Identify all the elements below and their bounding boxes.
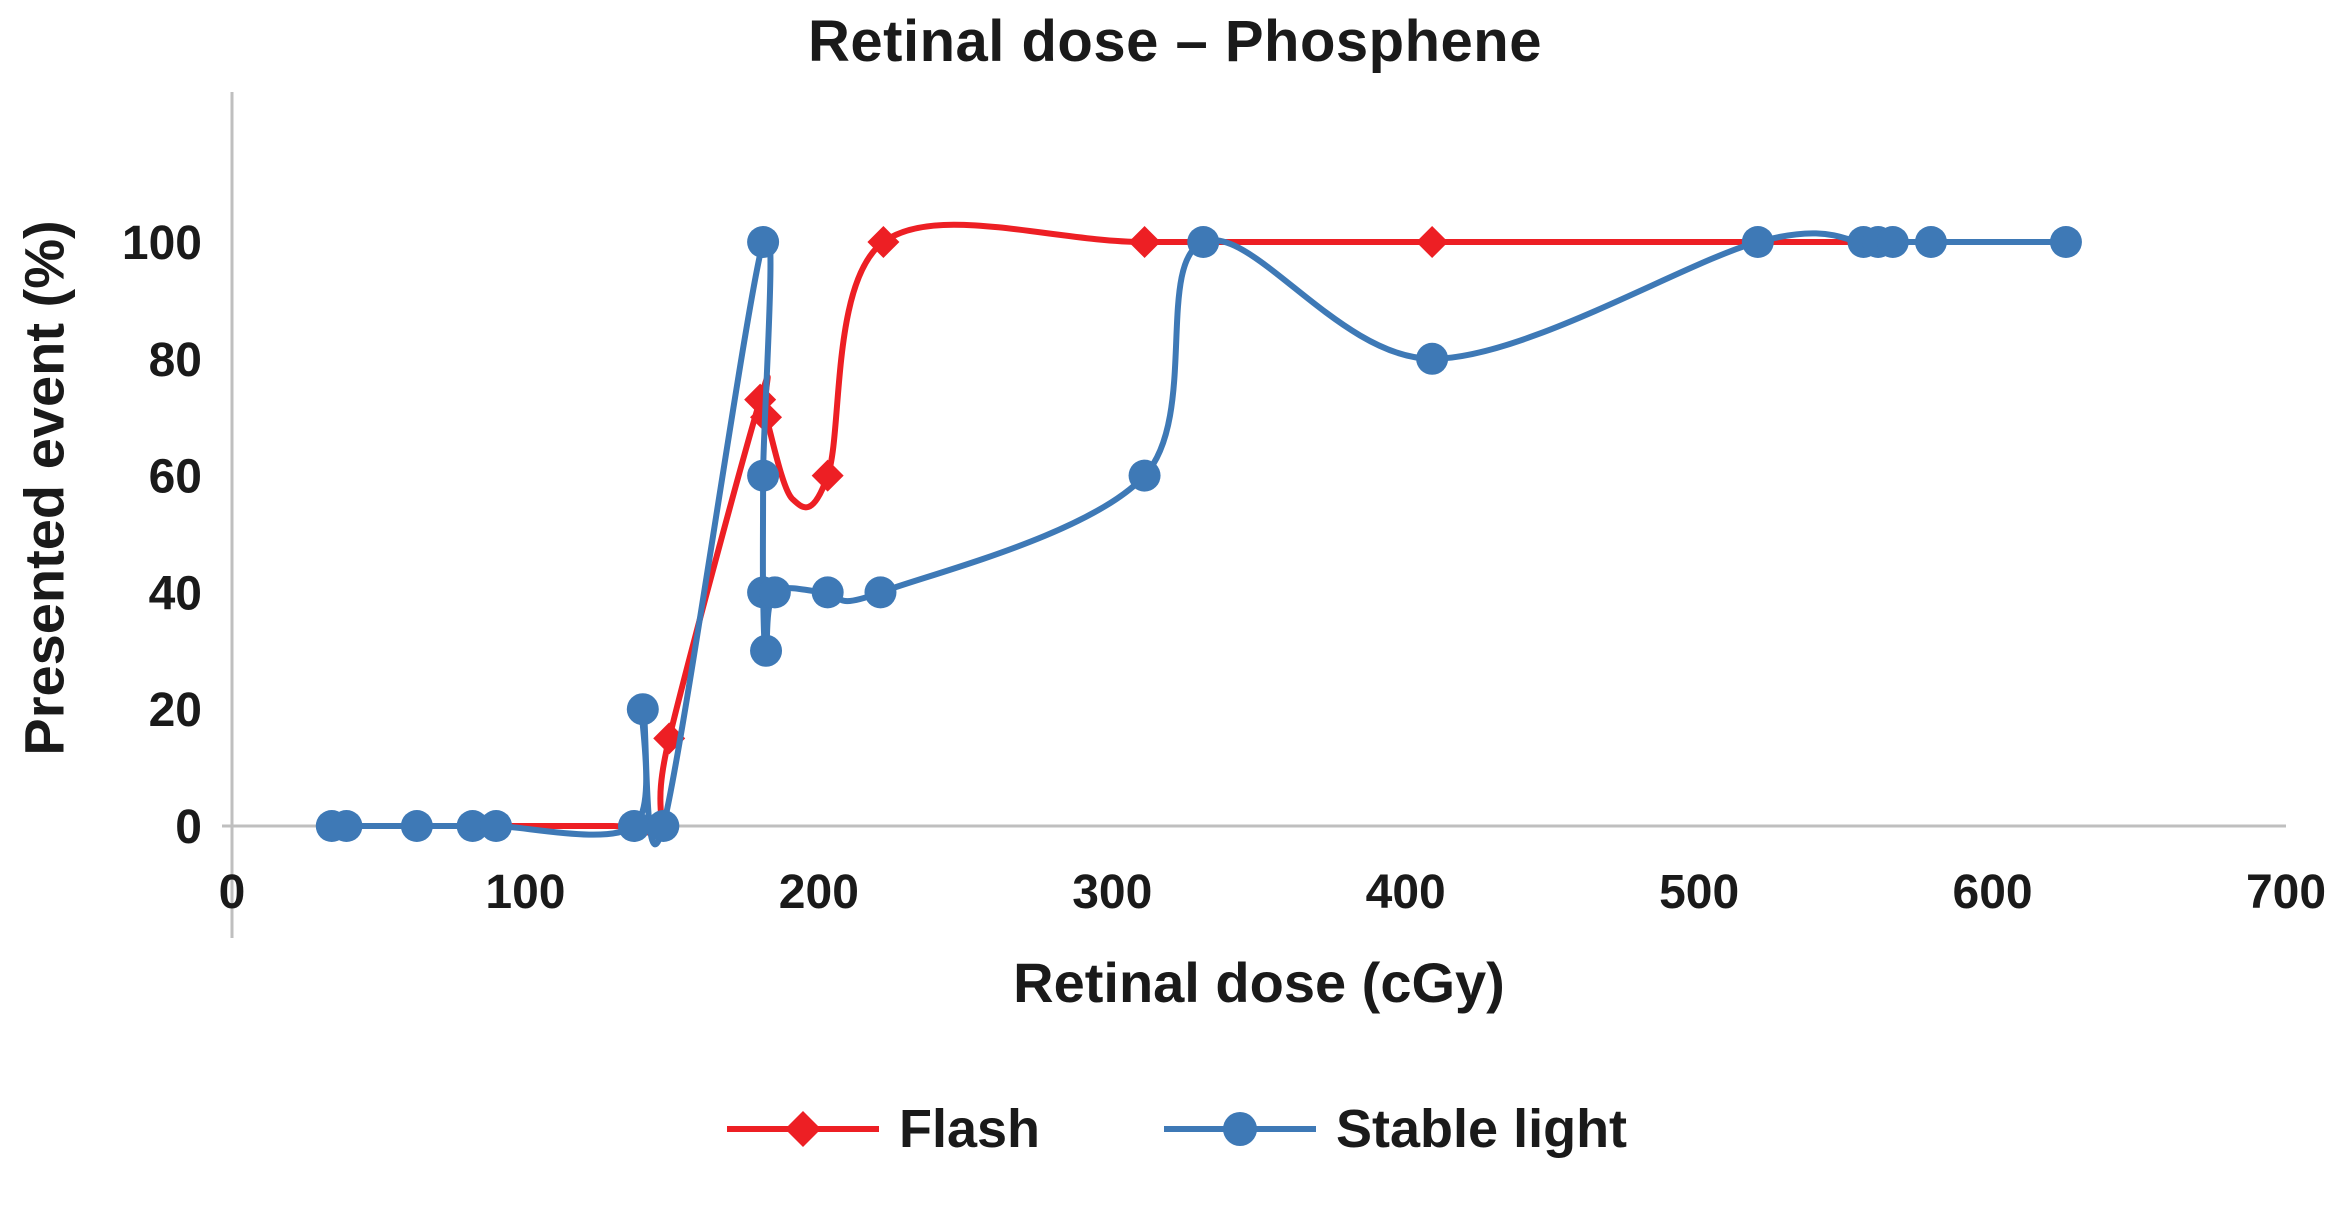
x-tick-label: 500 <box>1659 866 1739 919</box>
x-tick-label: 0 <box>219 866 246 919</box>
flash-marker <box>811 459 844 492</box>
stable-light-marker <box>1914 226 1947 258</box>
x-tick-label: 700 <box>2246 866 2326 919</box>
flash-legend-marker-icon <box>784 1111 821 1147</box>
flash-marker <box>1416 226 1449 258</box>
stable-light-marker <box>1741 226 1774 258</box>
stable-light-marker <box>626 693 659 726</box>
stable-light-marker <box>330 810 363 842</box>
y-tick-label: 20 <box>149 684 202 737</box>
stable-light-marker <box>1128 459 1161 492</box>
legend: Flash Stable light <box>0 1102 2350 1156</box>
stable-light-legend-marker-icon <box>1223 1112 1258 1146</box>
legend-label-stable-light: Stable light <box>1336 1099 1628 1159</box>
stable-light-marker <box>456 810 489 842</box>
y-tick-label: 60 <box>149 451 202 504</box>
stable-light-marker <box>811 576 844 609</box>
chart-title: Retinal dose – Phosphene <box>808 9 1542 74</box>
legend-swatch-stable-light-icon <box>1164 1112 1317 1146</box>
stable-light-marker <box>1187 226 1220 258</box>
stable-light-marker <box>2049 226 2082 258</box>
stable-light-marker <box>480 810 513 842</box>
stable-light-series-line <box>328 229 2069 848</box>
x-tick-label: 200 <box>779 866 859 919</box>
stable-light-marker <box>647 810 680 842</box>
flash-marker <box>1128 226 1161 258</box>
legend-item-flash: Flash <box>723 1102 1040 1156</box>
y-tick-label: 100 <box>122 217 202 270</box>
x-axis-label: Retinal dose (cGy) <box>1013 951 1505 1014</box>
chart-plot: 0 20 40 60 80 100 0 100 200 300 400 500 600 700 <box>122 92 2326 938</box>
stable-light-marker <box>747 226 780 258</box>
stable-light-marker <box>864 576 897 609</box>
legend-item-stable-light: Stable light <box>1160 1102 1627 1156</box>
stable-light-marker <box>1876 226 1909 258</box>
x-tick-label: 100 <box>485 866 565 919</box>
x-tick-label: 600 <box>1953 866 2033 919</box>
y-tick-label: 40 <box>149 567 202 620</box>
y-tick-label: 0 <box>175 801 202 854</box>
legend-swatch-flash-icon <box>726 1111 879 1147</box>
x-tick-label: 300 <box>1072 866 1152 919</box>
stable-light-marker <box>400 810 433 842</box>
stable-light-marker <box>1416 342 1449 375</box>
stable-light-marker <box>747 459 780 492</box>
stable-light-marker <box>758 576 791 609</box>
stable-light-marker <box>617 810 650 842</box>
y-tick-label: 80 <box>149 334 202 387</box>
stable-light-marker <box>750 634 783 667</box>
x-tick-label: 400 <box>1366 866 1446 919</box>
legend-label-flash: Flash <box>898 1099 1041 1159</box>
flash-marker <box>867 226 900 258</box>
flash-series-line <box>328 221 1864 836</box>
